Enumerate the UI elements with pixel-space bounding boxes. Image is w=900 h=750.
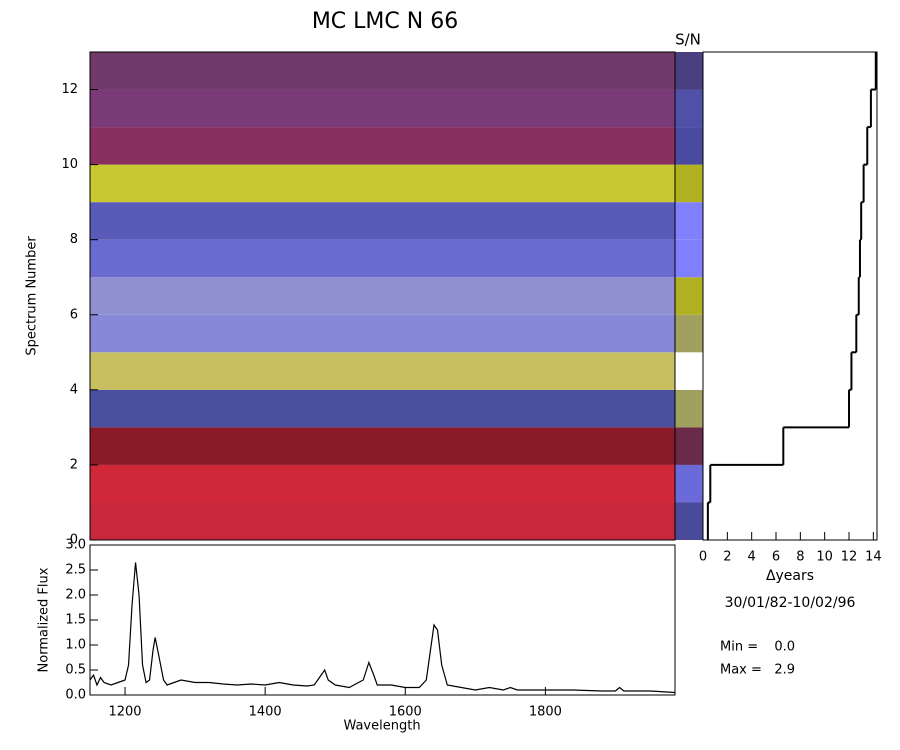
- y-tick-label: 10: [61, 157, 78, 172]
- heatmap-row: [90, 464, 675, 503]
- axes-frame: [702, 51, 878, 541]
- spectrum-line: [89, 562, 676, 694]
- x-tick-label: 1800: [529, 705, 562, 720]
- x-axis-label: Δyears: [766, 568, 814, 584]
- y-tick-label: 1.0: [65, 638, 86, 653]
- sn-cell: [675, 52, 703, 90]
- x-tick-label: 0: [699, 550, 707, 565]
- y-tick-label: 0.5: [65, 663, 86, 678]
- max-label: Max =: [720, 663, 762, 678]
- y-axis-label: Normalized Flux: [37, 567, 52, 672]
- x-axis-label: Wavelength: [343, 719, 420, 734]
- y-tick-label: 0.0: [65, 688, 86, 703]
- max-value: 2.9: [774, 663, 795, 678]
- x-tick-label: 6: [772, 550, 780, 565]
- y-tick-label: 3.0: [65, 538, 86, 553]
- sn-cell: [675, 502, 703, 540]
- sn-cell: [675, 464, 703, 503]
- y-tick-label: 1.5: [65, 613, 86, 628]
- sn-cell: [675, 127, 703, 165]
- sn-cell: [675, 89, 703, 128]
- sn-cell: [675, 314, 703, 353]
- chart-title: MC LMC N 66: [312, 9, 458, 34]
- sn-label: S/N: [675, 31, 701, 49]
- y-tick-label: 4: [70, 382, 78, 397]
- x-tick-label: 1400: [249, 705, 282, 720]
- heatmap-row: [90, 389, 675, 428]
- min-value: 0.0: [774, 640, 795, 655]
- x-tick-label: 1600: [389, 705, 422, 720]
- x-tick-label: 10: [816, 550, 833, 565]
- sn-cell: [675, 164, 703, 203]
- x-tick-label: 14: [865, 550, 882, 565]
- heatmap-row: [90, 127, 675, 165]
- y-tick-label: 8: [70, 232, 78, 247]
- sn-cell: [675, 427, 703, 465]
- heatmap-row: [90, 502, 675, 540]
- y-axis-label: Spectrum Number: [25, 236, 40, 356]
- y-tick-label: 0: [70, 533, 78, 548]
- heatmap-row: [90, 52, 675, 90]
- sn-cell: [675, 202, 703, 240]
- sn-cell: [675, 389, 703, 428]
- heatmap-row: [90, 164, 675, 203]
- y-tick-label: 6: [70, 307, 78, 322]
- heatmap-row: [90, 202, 675, 240]
- heatmap-row: [90, 314, 675, 353]
- axes-frame: [89, 544, 676, 696]
- x-tick-label: 12: [841, 550, 858, 565]
- y-tick-label: 2: [70, 457, 78, 472]
- axes-frame: [89, 51, 676, 541]
- sn-cell: [675, 277, 703, 315]
- heatmap-row: [90, 89, 675, 128]
- min-label: Min =: [720, 640, 758, 655]
- x-tick-label: 4: [748, 550, 756, 565]
- sn-cell: [675, 239, 703, 278]
- heatmap-row: [90, 239, 675, 278]
- x-tick-label: 1200: [108, 705, 141, 720]
- heatmap-row: [90, 427, 675, 465]
- y-tick-label: 2.0: [65, 588, 86, 603]
- heatmap-row: [90, 352, 675, 390]
- y-tick-label: 12: [61, 82, 78, 97]
- y-tick-label: 2.5: [65, 563, 86, 578]
- date-range: 30/01/82-10/02/96: [725, 595, 856, 611]
- x-tick-label: 2: [723, 550, 731, 565]
- heatmap-row: [90, 277, 675, 315]
- sn-cell: [675, 352, 703, 390]
- x-tick-label: 8: [796, 550, 804, 565]
